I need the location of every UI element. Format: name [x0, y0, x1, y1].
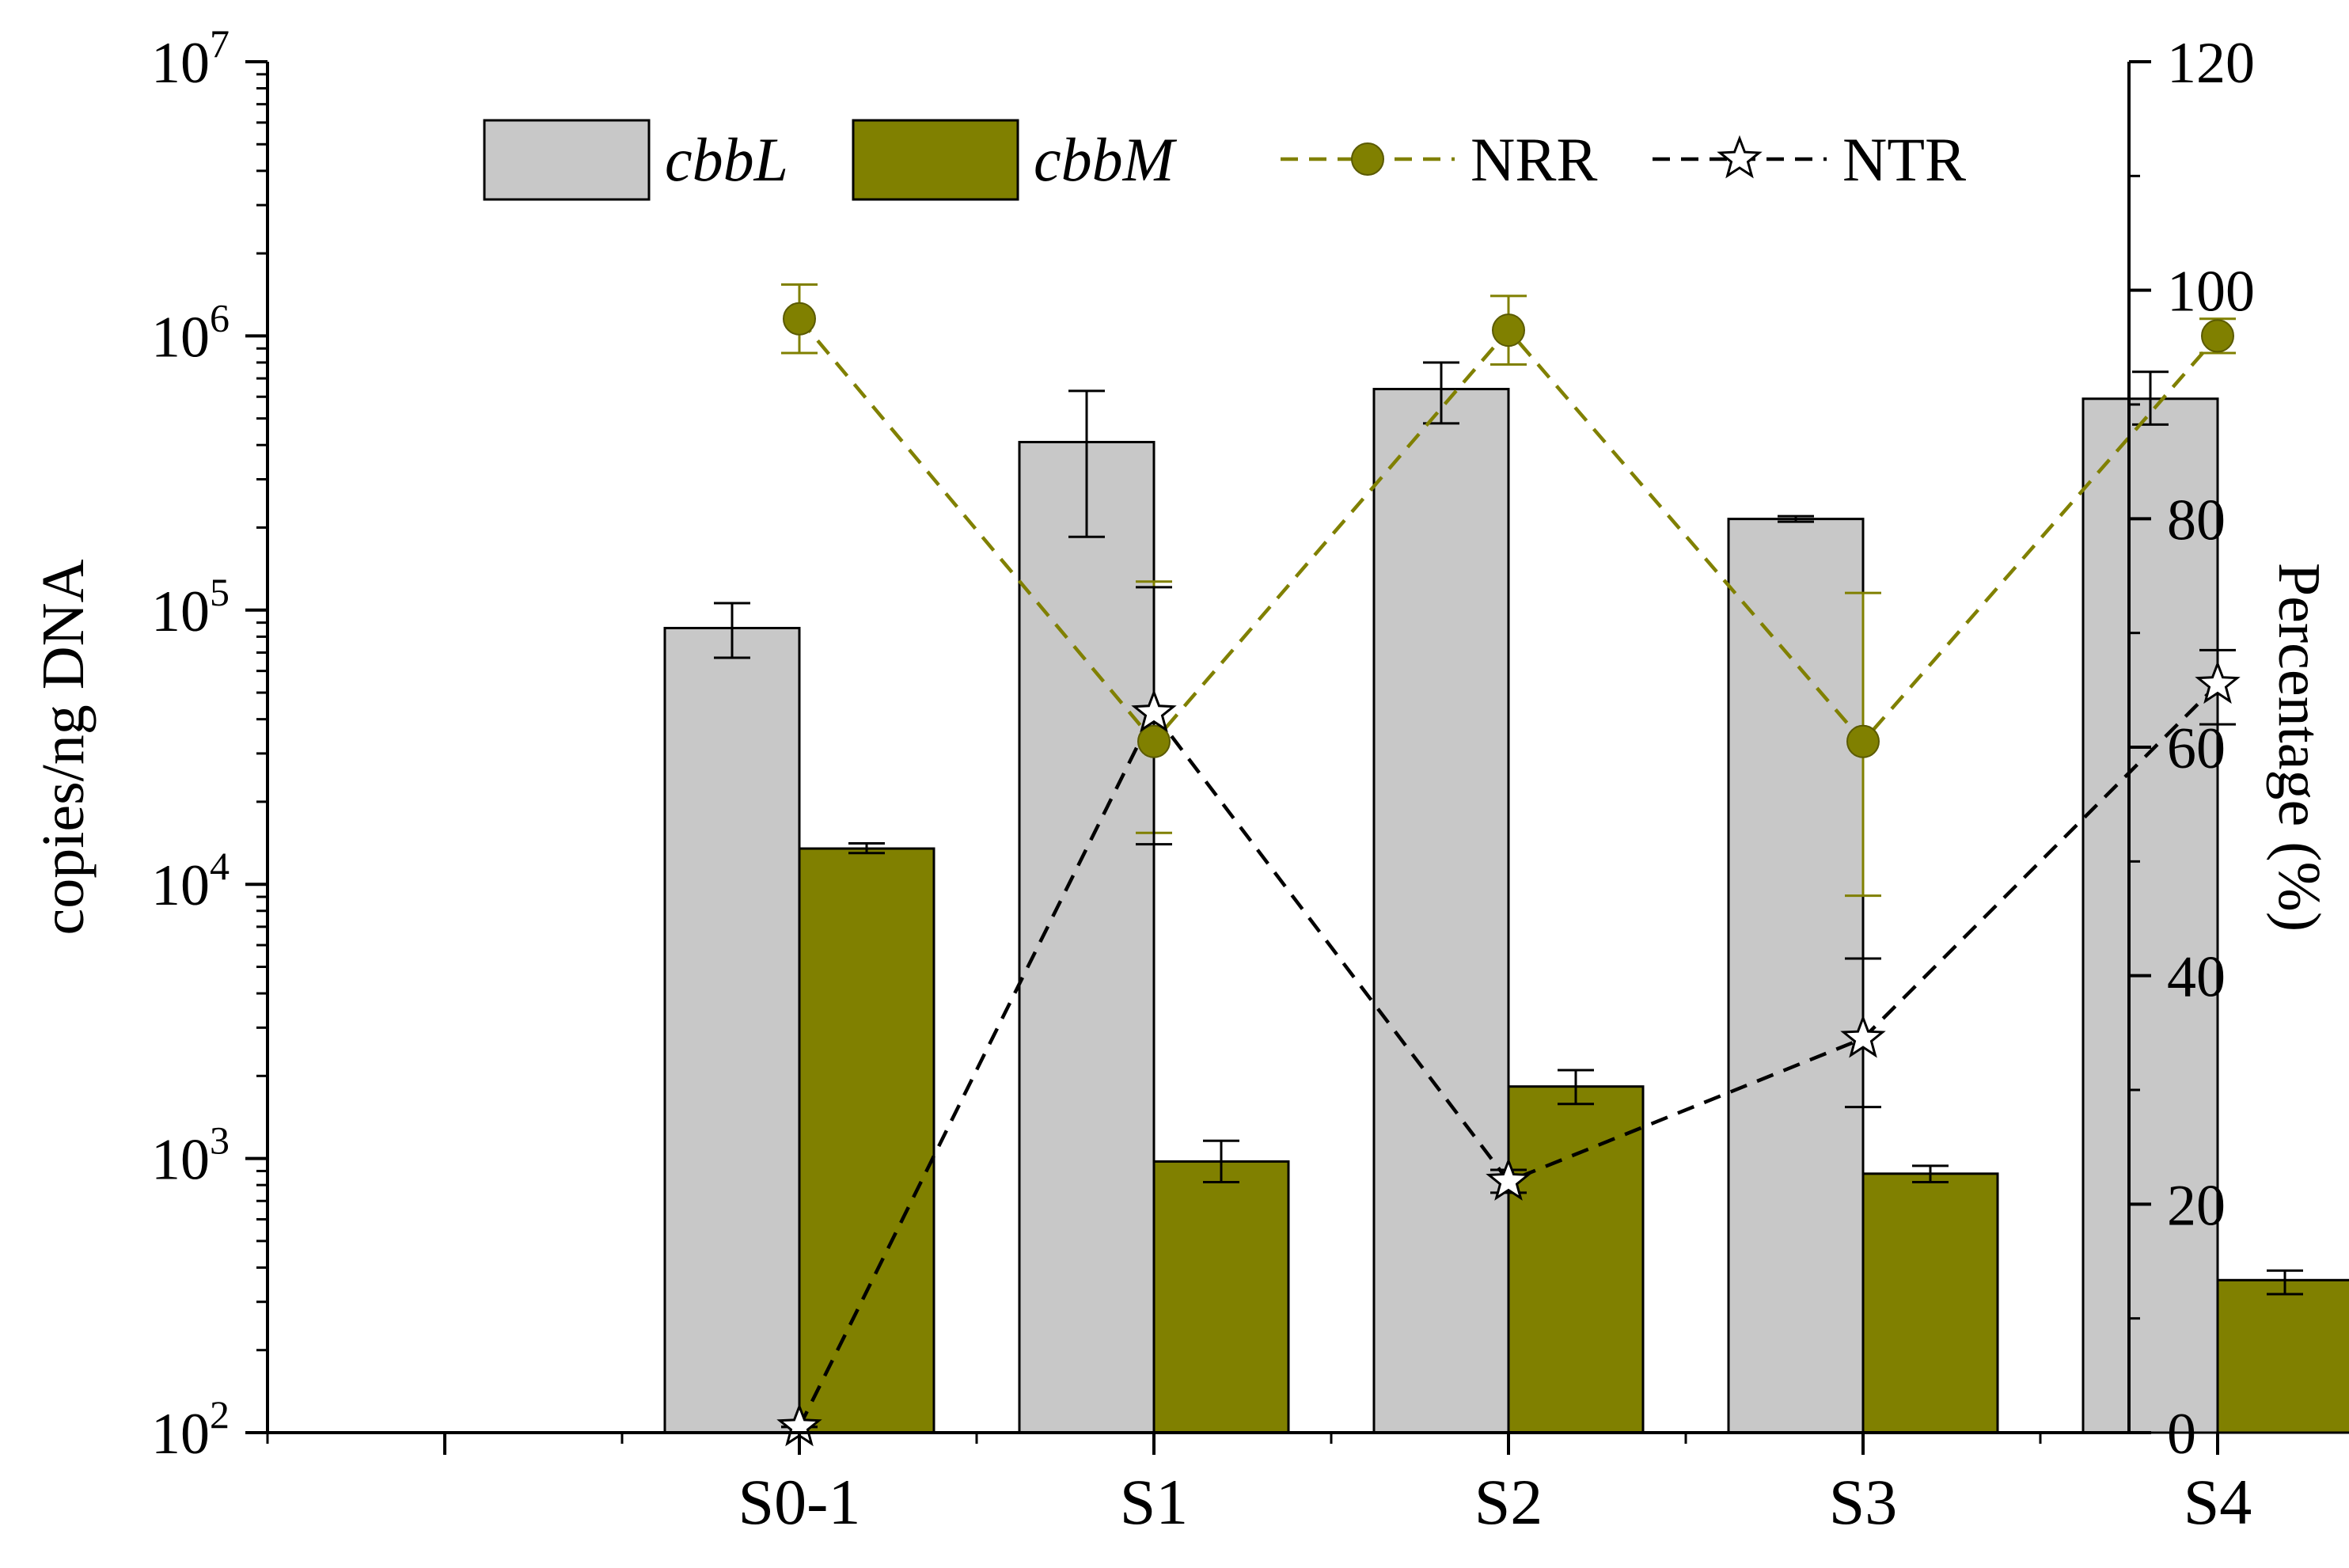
legend-swatch-cbbM	[852, 119, 1019, 201]
axes-layer: 102 103 104 105 106 107 0 20 40 60 80 100 120 S0-1 S1 S…	[151, 21, 2255, 1538]
marker-NRR-S2	[1492, 313, 1525, 347]
errorbar-cbbM-S1	[1203, 1139, 1239, 1183]
marker-NTR-S2	[1486, 1157, 1531, 1201]
right-axis-title: Percentage (%)	[2266, 563, 2332, 932]
marker-NRR-S0-1	[783, 302, 816, 336]
left-tick-label: 105	[151, 570, 230, 644]
legend-marker-NTR	[1717, 135, 1763, 179]
left-tick-label: 103	[151, 1118, 230, 1193]
bar-cbbL-S4	[2081, 397, 2219, 1434]
marker-NRR-S3	[1846, 724, 1880, 758]
marker-NTR-S3	[1840, 1014, 1886, 1058]
bar-cbbL-S3	[1727, 518, 1865, 1434]
bar-cbbM-S0-1	[798, 847, 935, 1434]
x-tick-label-S2: S2	[1474, 1466, 1543, 1538]
right-tick-label: 60	[2167, 716, 2226, 781]
marker-NTR-S1	[1131, 689, 1177, 733]
left-tick-label: 106	[151, 295, 230, 370]
errorbar-cbbM-S4	[2267, 1269, 2303, 1296]
legend-label-cbbM: cbbM	[1034, 125, 1178, 194]
legend-swatch-cbbL	[483, 119, 651, 201]
x-tick-label-S1: S1	[1120, 1466, 1189, 1538]
marker-NRR-S1	[1137, 724, 1171, 758]
x-tick-label-S3: S3	[1829, 1466, 1898, 1538]
left-tick-label: 102	[151, 1392, 230, 1467]
bar-cbbM-S4	[2216, 1278, 2349, 1434]
right-tick-label: 80	[2167, 488, 2226, 552]
left-axis-title: copies/ng DNA	[30, 559, 97, 935]
errorbar-cbbM-S0-1	[848, 842, 885, 855]
line-layer	[776, 283, 2241, 1447]
left-tick-label: 107	[151, 21, 230, 96]
left-tick-label: 104	[151, 844, 230, 918]
right-tick-label: 120	[2167, 31, 2255, 96]
x-tick-label-S4: S4	[2184, 1466, 2252, 1538]
errorbar-cbbL-S1	[1068, 389, 1105, 538]
legend-label-NRR: NRR	[1470, 125, 1597, 194]
bar-layer	[663, 361, 2349, 1434]
right-tick-label: 100	[2167, 260, 2255, 325]
bar-cbbM-S3	[1861, 1172, 1999, 1434]
marker-NRR-S4	[2201, 319, 2234, 353]
bar-cbbL-S1	[1018, 441, 1156, 1434]
errorbar-cbbL-S3	[1778, 514, 1814, 523]
x-tick-label-S0-1: S0-1	[738, 1466, 861, 1538]
legend-label-cbbL: cbbL	[665, 125, 788, 194]
legend-swatch-NRR	[1281, 142, 1455, 176]
legend-marker-NRR	[1351, 142, 1384, 176]
bar-cbbM-S1	[1152, 1160, 1290, 1434]
right-tick-label: 40	[2167, 945, 2226, 1010]
legend-label-NTR: NTR	[1842, 125, 1966, 194]
errorbar-cbbL-S0-1	[714, 602, 750, 659]
legend-swatch-NTR	[1653, 135, 1827, 179]
marker-NTR-S4	[2195, 660, 2241, 704]
errorbar-cbbM-S3	[1912, 1164, 1949, 1183]
right-tick-label: 0	[2167, 1402, 2196, 1467]
bar-cbbL-S2	[1372, 388, 1510, 1434]
legend: cbbL cbbM NRR NTR	[483, 119, 1966, 201]
errorbar-cbbM-S2	[1558, 1069, 1594, 1106]
bar-cbbL-S0-1	[663, 626, 801, 1434]
bar-cbbM-S2	[1507, 1085, 1645, 1434]
right-tick-label: 20	[2167, 1173, 2226, 1238]
